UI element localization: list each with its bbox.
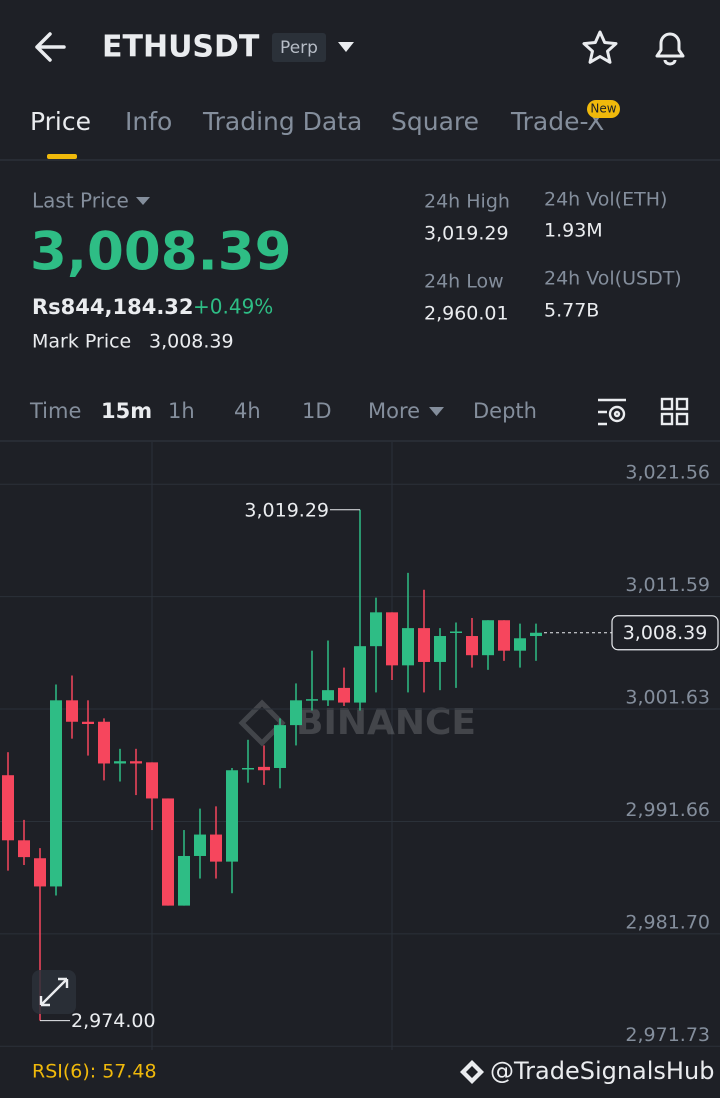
last-price: 3,008.39	[30, 222, 292, 283]
candle-body	[242, 767, 254, 770]
candle-body	[98, 721, 110, 764]
last-price-box	[611, 615, 719, 651]
contract: Perp	[280, 38, 318, 58]
candle-body	[514, 638, 526, 651]
tabs: Price Info Trading Data Square Trade-X	[30, 107, 604, 136]
mark-price: 3,008.39	[149, 331, 234, 353]
y-tick-label: 3,021.56	[625, 462, 710, 484]
candle-body	[130, 761, 142, 764]
candle-body	[34, 858, 46, 887]
candle-body	[50, 700, 62, 887]
layout-button[interactable]	[660, 397, 689, 426]
vol-usdt-label: 24h Vol(USDT)	[544, 268, 682, 290]
interval-option[interactable]: 1D	[302, 399, 332, 423]
candle-body	[418, 628, 430, 662]
candle-body	[194, 834, 206, 856]
candle-body	[226, 770, 238, 862]
max-label: 3,019.29	[244, 499, 329, 521]
candle-body	[290, 700, 302, 726]
candle-body	[18, 840, 30, 858]
new-badge	[587, 100, 620, 118]
candle-body	[2, 775, 14, 841]
candle-body	[306, 699, 318, 701]
fiat-price: Rs844,184.32	[32, 295, 194, 319]
candle-body	[162, 798, 174, 906]
mark-price-label: Mark Price	[32, 331, 131, 353]
fullscreen-icon	[39, 977, 69, 1007]
active-tab-indicator	[47, 154, 77, 159]
candle-body	[402, 628, 414, 666]
y-tick-label: 2,981.70	[625, 911, 710, 933]
last-price-label: 3,008.39	[623, 622, 708, 644]
interval-option[interactable]: Time	[29, 399, 81, 423]
y-tick-label: 3,001.63	[625, 687, 710, 709]
candle-body	[434, 636, 446, 662]
high-value: 3,019.29	[424, 223, 509, 245]
price-change: +0.49%	[193, 295, 273, 319]
last-price-label: Last Price	[32, 189, 129, 213]
rsi-indicator: RSI(6): 57.48	[32, 1061, 157, 1083]
candle-body	[386, 612, 398, 666]
candle-body	[338, 687, 350, 703]
new-badge-text: New	[590, 102, 616, 116]
back-button[interactable]	[35, 32, 66, 62]
low-value: 2,960.01	[424, 303, 509, 325]
candle-body	[114, 761, 126, 764]
symbol-dropdown[interactable]	[338, 42, 354, 52]
candle-body	[322, 690, 334, 701]
y-tick-label: 2,991.66	[625, 799, 710, 821]
candle-body	[482, 620, 494, 656]
vol-eth-value: 1.93M	[544, 220, 603, 242]
candle-body	[370, 612, 382, 647]
y-tick-label: 3,011.59	[625, 574, 710, 596]
tab[interactable]: Price	[30, 107, 91, 136]
tab[interactable]: Square	[391, 107, 479, 136]
candle-body	[466, 636, 478, 656]
more-dropdown[interactable]	[429, 407, 444, 416]
vol-usdt-value: 5.77B	[544, 300, 599, 322]
favorite-button[interactable]	[582, 30, 618, 64]
candle-body	[66, 700, 78, 722]
interval-option[interactable]: 4h	[234, 399, 261, 423]
candle-body	[450, 631, 462, 634]
y-tick-label: 2,971.73	[625, 1024, 710, 1046]
candle-body	[530, 632, 542, 637]
candlestick-chart: 3,021.56 3,011.59 3,001.63 2,991.66 2,981.70…	[0, 462, 720, 1047]
alert-button[interactable]	[655, 32, 685, 66]
contract-badge	[272, 33, 326, 62]
candle-body	[82, 721, 94, 725]
symbol: ETHUSDT	[102, 30, 260, 65]
candle-body	[498, 620, 510, 651]
interval-option[interactable]: 15m	[101, 399, 152, 423]
watermark: @TradeSignalsHub	[490, 1057, 714, 1085]
tab[interactable]: Info	[125, 107, 172, 136]
vol-eth-label: 24h Vol(ETH)	[544, 189, 667, 211]
low-label: 24h Low	[424, 271, 504, 293]
interval-option[interactable]: 1h	[168, 399, 195, 423]
indicator-settings-button[interactable]	[598, 398, 626, 426]
watermark-logo	[460, 1060, 484, 1084]
candle-body	[354, 646, 366, 703]
candle-body	[210, 834, 222, 862]
high-label: 24h High	[424, 191, 510, 213]
candle-body	[258, 766, 270, 771]
interval-option[interactable]: More	[368, 399, 420, 423]
tab[interactable]: Trading Data	[202, 107, 362, 136]
candle-body	[274, 725, 286, 768]
last-price-dropdown[interactable]	[136, 197, 150, 205]
candle-body	[146, 762, 158, 799]
interval-option[interactable]: Depth	[473, 399, 537, 423]
candle-body	[178, 855, 190, 906]
interval-bar: Time 15m 1h 4h 1D More Depth	[29, 399, 537, 423]
min-label: 2,974.00	[71, 1010, 156, 1032]
logo-watermark-text: BINANCE	[296, 702, 476, 743]
